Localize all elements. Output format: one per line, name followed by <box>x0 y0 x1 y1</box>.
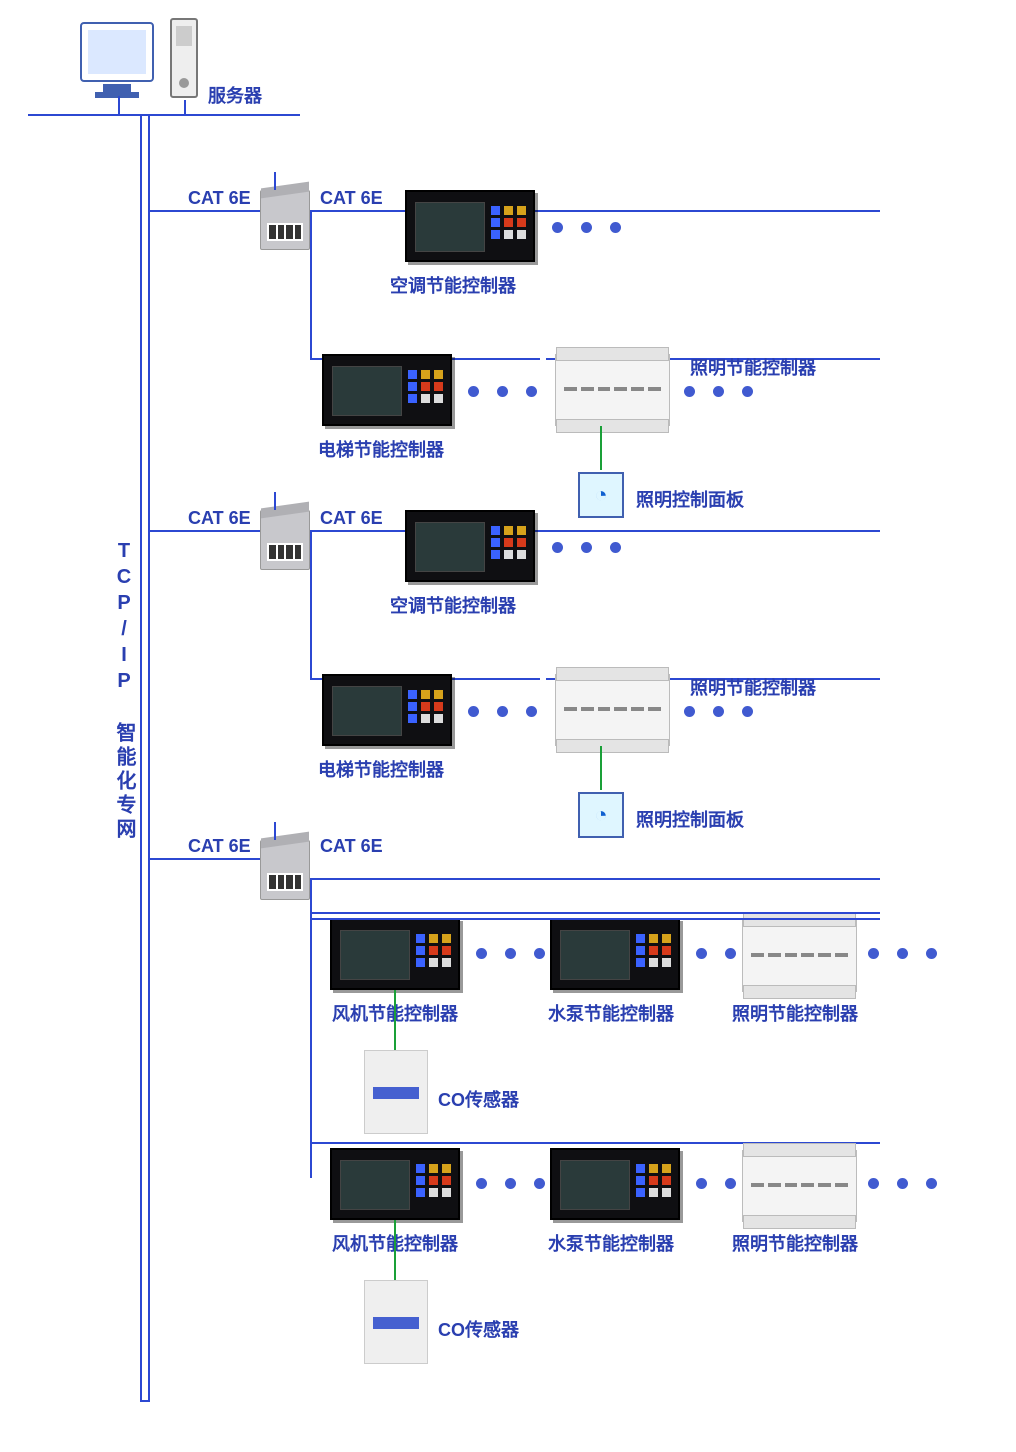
controller-device <box>322 674 452 746</box>
lighting-module <box>742 920 857 992</box>
connection-line <box>274 822 276 840</box>
label: 空调节能控制器 <box>390 272 516 298</box>
connection-line <box>310 210 312 358</box>
lighting-module <box>742 1150 857 1222</box>
server-tower <box>170 18 198 98</box>
connection-line <box>394 990 396 1050</box>
controller-device <box>550 1148 680 1220</box>
label: CAT 6E <box>188 836 251 857</box>
connection-line <box>184 100 186 114</box>
controller-device <box>550 918 680 990</box>
label: 空调节能控制器 <box>390 592 516 618</box>
label: 照明节能控制器 <box>690 674 816 700</box>
network-switch <box>260 840 310 900</box>
label: CO传感器 <box>438 1316 519 1342</box>
monitor-icon <box>80 22 154 82</box>
connection-line <box>600 426 602 470</box>
connection-line <box>150 210 260 212</box>
label: 照明节能控制器 <box>732 1000 858 1026</box>
ellipsis-dots <box>476 948 545 959</box>
ellipsis-dots <box>552 542 621 553</box>
label: TCP/IP 智能化专网 <box>110 540 139 820</box>
controller-device <box>330 1148 460 1220</box>
label: CAT 6E <box>320 508 383 529</box>
connection-line <box>310 918 880 920</box>
label: CAT 6E <box>188 188 251 209</box>
backbone-line <box>140 114 150 1400</box>
label: 照明控制面板 <box>636 806 744 832</box>
connection-line <box>394 1220 396 1280</box>
connection-line <box>310 530 880 532</box>
label: CAT 6E <box>188 508 251 529</box>
label: CO传感器 <box>438 1086 519 1112</box>
connection-line <box>310 878 312 1178</box>
label: CAT 6E <box>320 188 383 209</box>
label: 电梯节能控制器 <box>318 436 444 462</box>
lighting-module <box>555 674 670 746</box>
lighting-panel <box>578 472 624 518</box>
ellipsis-dots <box>468 386 537 397</box>
ellipsis-dots <box>868 1178 937 1189</box>
connection-line <box>150 858 260 860</box>
network-topology-diagram: 服务器TCP/IP 智能化专网CAT 6ECAT 6E空调节能控制器电梯节能控制… <box>0 0 1016 1452</box>
label: 水泵节能控制器 <box>548 1230 674 1256</box>
label: 照明节能控制器 <box>732 1230 858 1256</box>
label: 照明控制面板 <box>636 486 744 512</box>
label: 电梯节能控制器 <box>318 756 444 782</box>
connection-line <box>140 1400 150 1402</box>
connection-line <box>274 492 276 510</box>
ellipsis-dots <box>476 1178 545 1189</box>
co-sensor <box>364 1050 428 1134</box>
network-switch <box>260 510 310 570</box>
connection-line <box>310 210 880 212</box>
network-switch <box>260 190 310 250</box>
co-sensor <box>364 1280 428 1364</box>
connection-line <box>274 172 276 190</box>
connection-line <box>150 530 260 532</box>
controller-device <box>405 190 535 262</box>
lighting-panel <box>578 792 624 838</box>
connection-line <box>600 746 602 790</box>
controller-device <box>405 510 535 582</box>
label: 水泵节能控制器 <box>548 1000 674 1026</box>
ellipsis-dots <box>552 222 621 233</box>
connection-line <box>310 530 312 678</box>
controller-device <box>322 354 452 426</box>
ellipsis-dots <box>684 706 753 717</box>
label: 照明节能控制器 <box>690 354 816 380</box>
connection-line <box>28 114 300 116</box>
label: CAT 6E <box>320 836 383 857</box>
controller-device <box>330 918 460 990</box>
connection-line <box>310 878 880 880</box>
connection-line <box>118 96 120 114</box>
ellipsis-dots <box>468 706 537 717</box>
ellipsis-dots <box>684 386 753 397</box>
lighting-module <box>555 354 670 426</box>
connection-line <box>310 912 880 914</box>
label: 服务器 <box>208 82 262 108</box>
ellipsis-dots <box>868 948 937 959</box>
